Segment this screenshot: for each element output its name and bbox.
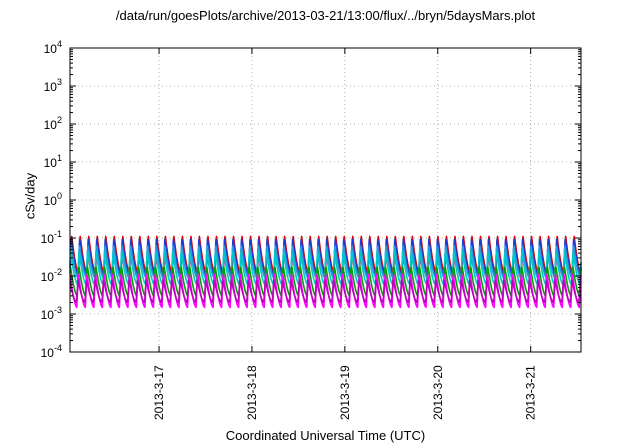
x-tick-label: 2013-3-19: [338, 365, 352, 420]
y-tick-label: 104: [44, 39, 62, 56]
y-tick-label: 10-4: [41, 343, 62, 360]
series-line: [69, 266, 582, 297]
y-tick-label: 100: [44, 191, 62, 208]
x-axis-label: Coordinated Universal Time (UTC): [225, 428, 426, 443]
y-tick-label: 10-1: [41, 229, 62, 246]
y-tick-label: 10-3: [41, 305, 62, 322]
x-tick-label: 2013-3-20: [431, 365, 445, 420]
chart-title: /data/run/goesPlots/archive/2013-03-21/1…: [115, 8, 536, 23]
series-lines: [69, 235, 582, 309]
x-tick-label: 2013-3-17: [152, 365, 166, 420]
x-tick-label: 2013-3-21: [524, 365, 538, 420]
y-tick-label: 103: [44, 77, 62, 94]
y-tick-label: 101: [44, 153, 62, 170]
x-tick-label: 2013-3-18: [245, 365, 259, 420]
series-line: [69, 273, 582, 309]
y-tick-label: 102: [44, 115, 62, 132]
series-line: [69, 279, 582, 304]
y-tick-labels: 104 103 102 101 100 10-1 10-2 10-3 10-4: [41, 39, 62, 360]
axis-ticks: [70, 47, 581, 353]
grid-lines: [70, 48, 581, 352]
series-line: [69, 250, 582, 286]
y-tick-label: 10-2: [41, 267, 62, 284]
x-tick-labels: 2013-3-17 2013-3-18 2013-3-19 2013-3-20 2013…: [152, 365, 538, 420]
